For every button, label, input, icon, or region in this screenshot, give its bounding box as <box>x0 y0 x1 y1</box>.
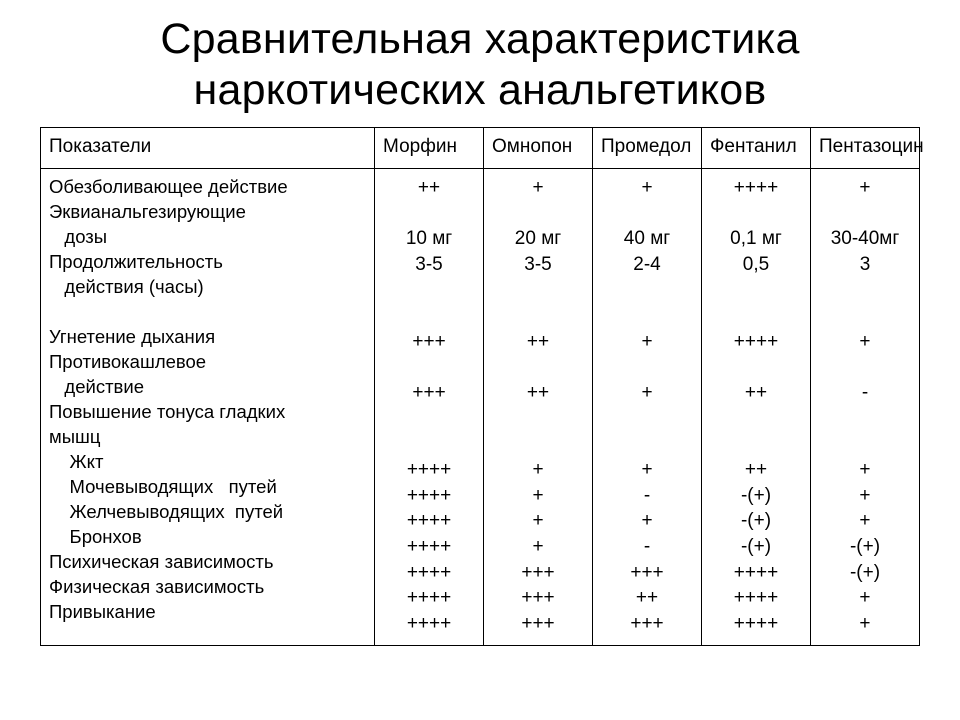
header-fentanyl: Фентанил <box>701 128 810 169</box>
title-line-2: наркотических анальгетиков <box>194 66 767 114</box>
comparison-table: Показатели Морфин Омнопон Промедол Фента… <box>40 127 920 645</box>
table-data-row: Обезболивающее действие Эквианальгезирую… <box>41 169 920 646</box>
header-omnopon: Омнопон <box>484 128 593 169</box>
header-morphine: Морфин <box>375 128 484 169</box>
header-pentazocin: Пентазоцин <box>810 128 919 169</box>
title-line-1: Сравнительная характеристика <box>160 15 799 63</box>
cell-pentazocin: + 30-40мг 3 + - + + + -(+) -(+) + + <box>810 169 919 646</box>
cell-omnopon: + 20 мг 3-5 ++ ++ + + + + +++ +++ +++ <box>484 169 593 646</box>
cell-morphine: ++ 10 мг 3-5 +++ +++ ++++ ++++ ++++ ++++… <box>375 169 484 646</box>
header-promedol: Промедол <box>593 128 702 169</box>
cell-indicators: Обезболивающее действие Эквианальгезирую… <box>41 169 375 646</box>
cell-promedol: + 40 мг 2-4 + + + - + - +++ ++ +++ <box>593 169 702 646</box>
slide-title: Сравнительная характеристика наркотическ… <box>40 14 920 115</box>
table-header-row: Показатели Морфин Омнопон Промедол Фента… <box>41 128 920 169</box>
header-indicators: Показатели <box>41 128 375 169</box>
cell-fentanyl: ++++ 0,1 мг 0,5 ++++ ++ ++ -(+) -(+) -(+… <box>701 169 810 646</box>
